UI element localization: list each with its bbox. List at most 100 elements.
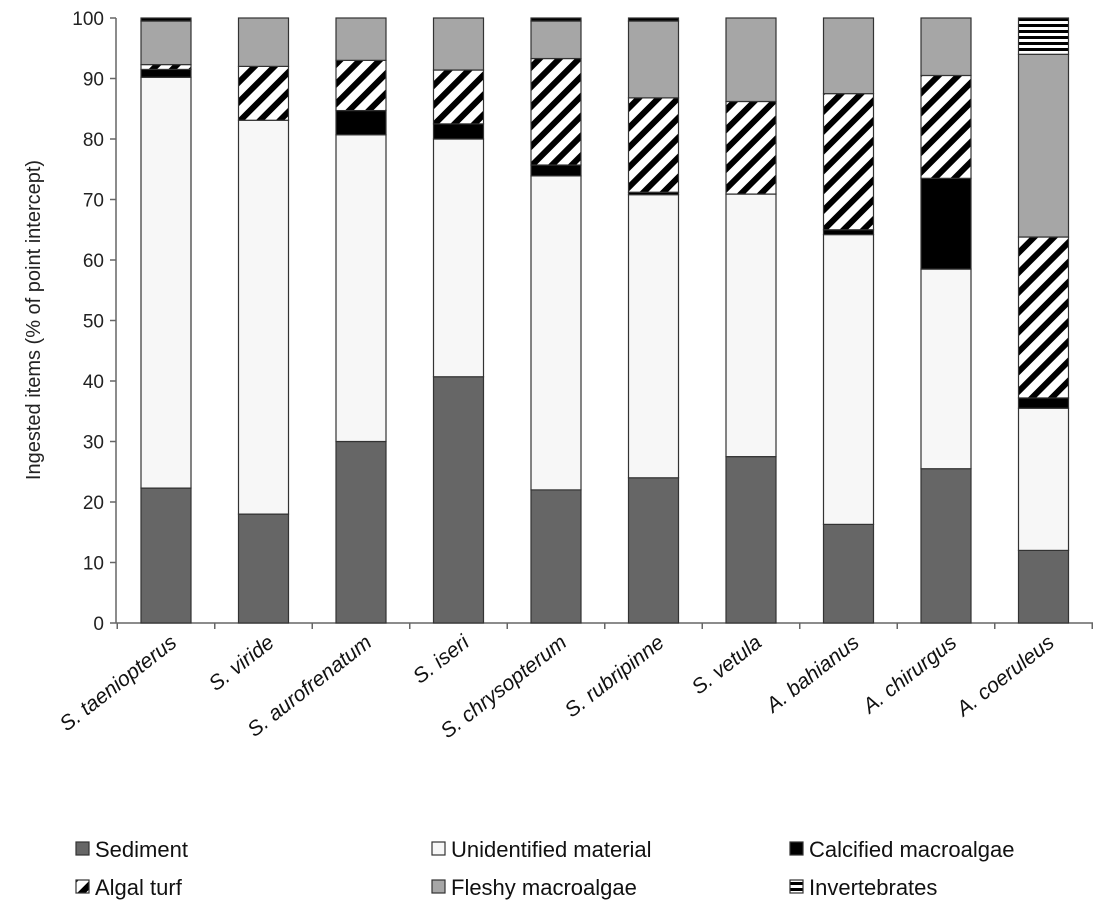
bar-segment-sediment (530, 489, 582, 624)
bar-segment-unidentified-material (920, 268, 972, 470)
bar-segment-sediment (237, 513, 290, 624)
bar-stack-s-iseri (432, 17, 485, 624)
legend-item-invertebrates: Invertebrates (789, 875, 937, 900)
bar-segment-algal-turf (920, 74, 972, 179)
x-category-label: A. coeruleus (951, 631, 1059, 723)
bar-segment-fleshy-macroalgae (920, 17, 972, 77)
legend-label: Fleshy macroalgae (451, 875, 637, 900)
bar-segment-algal-turf (725, 100, 777, 195)
legend-label: Invertebrates (809, 875, 937, 900)
y-tick-label: 30 (83, 433, 104, 454)
bar-segment-algal-turf (237, 65, 290, 121)
y-tick-label: 10 (83, 554, 104, 575)
bar-segment-fleshy-macroalgae (822, 17, 875, 95)
x-category-label: A. bahianus (760, 631, 864, 719)
bar-segment-unidentified-material (822, 233, 875, 525)
legend-swatch (431, 841, 446, 856)
bar-segment-sediment (725, 456, 777, 624)
y-tick-label: 70 (83, 191, 104, 212)
legend-swatch (789, 879, 804, 894)
bar-segment-invertebrates (140, 17, 192, 22)
bar-segment-calcified-macroalgae (432, 123, 485, 140)
y-tick-label: 40 (83, 372, 104, 393)
x-category-label: S. iseri (409, 630, 475, 688)
x-category-label: S. viride (205, 631, 279, 696)
bar-segment-calcified-macroalgae (822, 229, 875, 236)
y-tick-label: 80 (83, 130, 104, 151)
bar-segment-sediment (920, 468, 972, 624)
legend-swatch (75, 879, 90, 894)
x-category-label: A. chirurgus (857, 631, 961, 720)
x-category-label: S. rubripinne (561, 631, 669, 722)
bar-segment-sediment (432, 376, 485, 624)
bar-stack-s-viride (237, 17, 290, 624)
bar-segment-fleshy-macroalgae (140, 20, 192, 66)
bar-segment-fleshy-macroalgae (530, 20, 582, 60)
bar-segment-algal-turf (822, 93, 875, 231)
x-category-label: S. vetula (688, 631, 767, 699)
y-tick-label: 0 (93, 614, 104, 635)
bar-segment-calcified-macroalgae (140, 68, 192, 78)
bar-segment-sediment (1017, 549, 1070, 624)
bar-segment-sediment (140, 487, 192, 624)
bar-segment-sediment (822, 523, 875, 624)
legend-label: Unidentified material (451, 837, 652, 862)
bar-segment-algal-turf (530, 57, 582, 166)
bar-stack-a-coeruleus (1017, 17, 1070, 624)
bar-segment-unidentified-material (725, 193, 777, 458)
bar-segment-fleshy-macroalgae (725, 17, 777, 103)
bar-segment-fleshy-macroalgae (627, 20, 680, 99)
y-tick-label: 20 (83, 493, 104, 514)
x-category-label: S. taeniopterus (56, 631, 182, 736)
plot-area: 0 10 20 30 40 50 60 70 80 90 100 S. taeniopterus S. … (56, 9, 1093, 743)
legend-swatch (789, 841, 804, 856)
bar-segment-algal-turf (335, 59, 387, 112)
bar-stack-a-bahianus (822, 17, 875, 624)
y-tick-label: 50 (83, 312, 104, 333)
bar-stack-s-vetula (725, 17, 777, 624)
bar-stack-a-chirurgus (920, 17, 972, 624)
bar-segment-algal-turf (432, 69, 485, 125)
bar-segment-invertebrates (530, 17, 582, 22)
bar-segment-calcified-macroalgae (920, 177, 972, 270)
bar-segment-calcified-macroalgae (530, 164, 582, 177)
bar-segment-invertebrates (627, 17, 680, 22)
bar-segment-fleshy-macroalgae (237, 17, 290, 68)
bar-segment-algal-turf (1017, 236, 1070, 399)
legend-item-algal-turf: Algal turf (75, 875, 183, 900)
legend-swatch (431, 879, 446, 894)
bar-segment-calcified-macroalgae (335, 109, 387, 136)
legend-item-calcified-macroalgae: Calcified macroalgae (789, 837, 1014, 862)
bar-segment-algal-turf (140, 63, 192, 71)
y-axis-title: Ingested items (% of point intercept) (23, 160, 45, 480)
bar-segment-unidentified-material (237, 119, 290, 515)
legend-item-sediment: Sediment (75, 837, 188, 862)
legend-item-unidentified-material: Unidentified material (431, 837, 652, 862)
y-tick-label: 60 (83, 251, 104, 272)
bar-segment-sediment (627, 477, 680, 624)
bar-segment-fleshy-macroalgae (1017, 53, 1070, 238)
bar-segment-invertebrates (1017, 17, 1070, 55)
legend-label: Algal turf (95, 875, 183, 900)
bar-segment-unidentified-material (140, 76, 192, 489)
y-tick-label: 90 (83, 70, 104, 91)
bar-segment-unidentified-material (1017, 407, 1070, 552)
bar-stack-s-rubripinne (627, 17, 680, 624)
bar-segment-unidentified-material (627, 194, 680, 479)
legend-swatch (75, 841, 90, 856)
bar-stack-s-aurofrenatum (335, 17, 387, 624)
bar-segment-unidentified-material (432, 138, 485, 378)
legend-label: Sediment (95, 837, 188, 862)
bar-segment-fleshy-macroalgae (335, 17, 387, 61)
bar-stack-s-taeniopterus (140, 17, 192, 624)
legend-label: Calcified macroalgae (809, 837, 1014, 862)
bar-segment-unidentified-material (530, 175, 582, 491)
bar-stack-s-chrysopterum (530, 17, 582, 624)
bar-segment-fleshy-macroalgae (432, 17, 485, 71)
legend-item-fleshy-macroalgae: Fleshy macroalgae (431, 875, 637, 900)
y-tick-label: 100 (72, 9, 104, 30)
bar-segment-algal-turf (627, 97, 680, 193)
bar-segment-calcified-macroalgae (1017, 397, 1070, 409)
